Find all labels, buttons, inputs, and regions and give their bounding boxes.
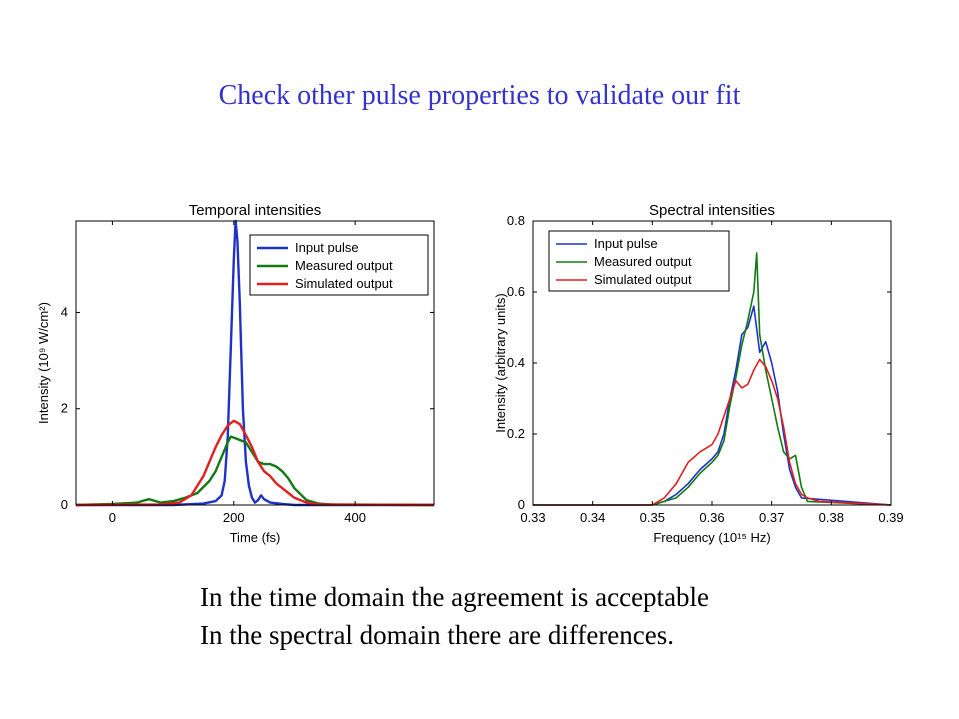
chart-1-y-tick-label: 0.8 (507, 213, 525, 228)
chart-0-series-line-measured-output (75, 435, 435, 507)
chart-0-y-tick-label: 4 (61, 304, 68, 319)
chart-0-x-axis-label: Time (fs) (230, 530, 281, 545)
chart-0-y-tick-label: 0 (61, 497, 68, 512)
chart-1-x-tick-label: 0.35 (640, 510, 665, 525)
chart-1-legend-box (548, 230, 730, 292)
chart-0-x-tick-label: 200 (223, 510, 245, 525)
chart-1-y-tick-label: 0.2 (507, 426, 525, 441)
chart-1-x-tick-label: 0.38 (819, 510, 844, 525)
chart-0-y-tick-label: 2 (61, 401, 68, 416)
chart-1-y-tick-label: 0.4 (507, 355, 525, 370)
chart-0-x-tick-label: 0 (109, 510, 116, 525)
chart-temporal: 0 200 400 0 2 4 Temporal intensities Time (fs) I… (36, 202, 435, 545)
chart-0-legend-label: Input pulse (295, 240, 359, 255)
chart-0-legend-label: Simulated output (295, 276, 393, 291)
slide-title: Check other pulse properties to validate… (218, 80, 741, 111)
chart-0-series-line-simulated-output (75, 419, 435, 507)
chart-0-x-tick-label: 400 (344, 510, 366, 525)
chart-1-y-tick-label: 0.6 (507, 284, 525, 299)
chart-1-title: Spectral intensities (649, 202, 775, 219)
chart-1-series-line-input-pulse (533, 305, 892, 506)
chart-1-x-tick-label: 0.36 (699, 510, 724, 525)
chart-0-title: Temporal intensities (189, 202, 322, 219)
chart-1-legend-label: Simulated output (594, 272, 692, 287)
chart-spectral: 0.33 0.34 0.35 0.36 0.37 0.38 0.39 0 0.2 0.4 0.6 0.… (493, 202, 904, 545)
chart-1-y-axis-label: Intensity (arbitrary units) (493, 293, 508, 432)
chart-1-x-tick-label: 0.39 (878, 510, 903, 525)
chart-1-series-line-simulated-output (533, 358, 892, 506)
chart-0-plot-frame (75, 220, 435, 506)
chart-1-x-axis-label: Frequency (10¹⁵ Hz) (653, 530, 770, 545)
conclusion-spectral-domain: In the spectral domain there are differe… (200, 620, 675, 650)
chart-0-series-line-input-pulse (76, 219, 434, 507)
chart-0-legend-label: Measured output (295, 258, 393, 273)
chart-1-legend-label: Input pulse (594, 236, 658, 251)
conclusion-time-domain: In the time domain the agreement is acce… (200, 582, 710, 612)
chart-1-x-tick-label: 0.37 (759, 510, 784, 525)
chart-1-y-tick-label: 0 (518, 497, 525, 512)
chart-1-x-tick-label: 0.33 (520, 510, 545, 525)
chart-1-x-tick-label: 0.34 (580, 510, 605, 525)
chart-1-legend-label: Measured output (594, 254, 692, 269)
conclusions: In the time domain the agreement is acce… (200, 578, 709, 654)
chart-0-y-axis-label: Intensity (10⁹ W/cm²) (36, 302, 51, 424)
